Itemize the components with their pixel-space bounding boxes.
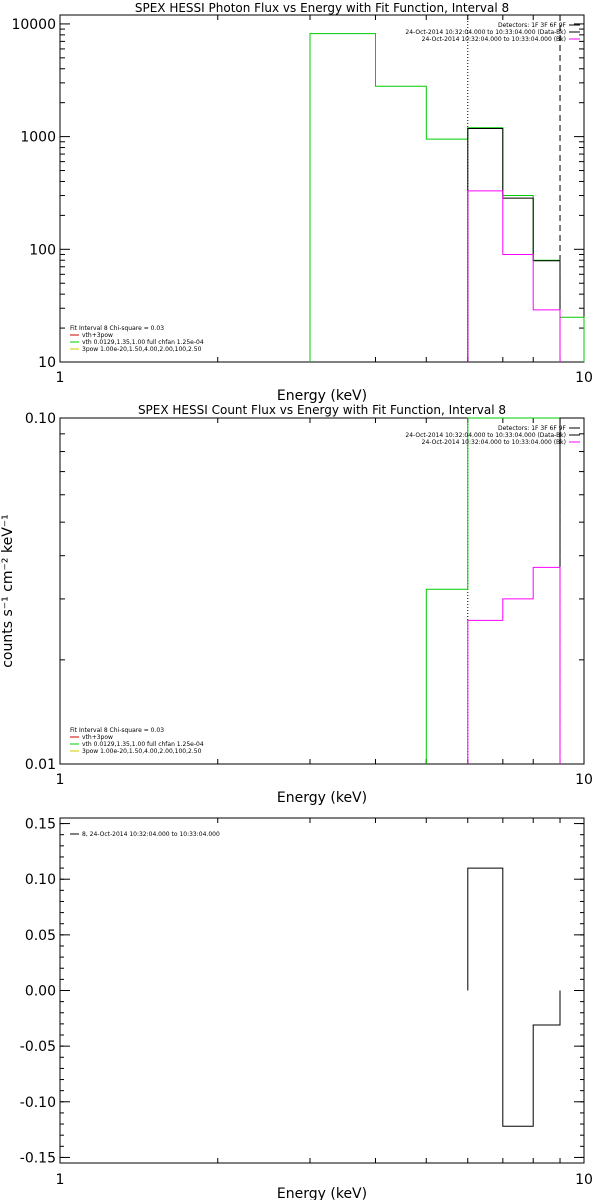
x-tick-label: 10 — [575, 772, 593, 788]
series-vth — [309, 33, 585, 362]
series-bkg — [467, 566, 561, 764]
series-bkg — [467, 190, 561, 362]
x-tick-label: 1 — [56, 1172, 65, 1188]
x-axis-label: Energy (keV) — [277, 388, 367, 404]
y-tick-label: 0.10 — [25, 872, 56, 888]
legend-left-entry: vth+3pow — [82, 332, 113, 339]
x-tick-label: 10 — [575, 370, 593, 386]
chart-title: SPEX HESSI Count Flux vs Energy with Fit… — [138, 403, 506, 417]
legend-right-entry: 24-Oct-2014 10:32:04.000 to 10:33:04.000… — [422, 36, 566, 43]
legend-right-entry: 24-Oct-2014 10:32:04.000 to 10:33:04.000… — [422, 439, 566, 446]
y-tick-label: 0.05 — [25, 928, 56, 944]
legend-right-entry: 24-Oct-2014 10:32:04.000 to 10:33:04.000… — [405, 29, 566, 36]
series-residual — [467, 867, 561, 1127]
chart-panel-2: SPEX HESSI Count Flux vs Energy with Fit… — [0, 403, 593, 806]
plot-frame — [59, 14, 585, 363]
y-tick-label: 0.10 — [25, 411, 56, 427]
legend-left-entry: 3pow 1.00e-20,1.50,4.00,2.00,100,2.50 — [82, 748, 202, 755]
plot-frame — [59, 417, 585, 765]
series-data — [467, 128, 561, 362]
x-axis-label: Energy (keV) — [277, 1186, 367, 1200]
y-tick-label: 10000 — [11, 17, 56, 33]
chart-title: SPEX HESSI Photon Flux vs Energy with Fi… — [135, 1, 509, 15]
legend-left-entry: vth 0.0129,1.35,1.00 full chfan 1.25e-04 — [82, 741, 204, 748]
y-tick-label: -0.15 — [20, 1150, 56, 1166]
y-tick-label: -0.05 — [20, 1039, 56, 1055]
y-tick-label: 0.00 — [25, 984, 56, 1000]
legend-left-entry: 3pow 1.00e-20,1.50,4.00,2.00,100,2.50 — [82, 346, 202, 353]
x-axis-label: Energy (keV) — [277, 790, 367, 806]
legend-left-entry: vth 0.0129,1.35,1.00 full chfan 1.25e-04 — [82, 339, 204, 346]
legend-left-entry: vth+3pow — [82, 734, 113, 741]
y-tick-label: 10 — [38, 355, 56, 371]
x-tick-label: 10 — [575, 1172, 593, 1188]
y-tick-label: 100 — [29, 242, 56, 258]
series-data — [559, 417, 585, 764]
legend-right-entry: Detectors: 1F 3F 6F 9F — [498, 22, 567, 29]
chart-panel-3: Energy (keV) 1 10 -0.15 -0.10 -0.05 0.00 0.05 0.… — [20, 817, 593, 1200]
legend-left-entry: 8, 24-Oct-2014 10:32:04.000 to 10:33:04.… — [82, 831, 220, 838]
chart-panel-1: SPEX HESSI Photon Flux vs Energy with Fi… — [11, 1, 592, 404]
x-tick-label: 1 — [56, 370, 65, 386]
y-tick-label: -0.10 — [20, 1095, 56, 1111]
y-tick-label: 1000 — [20, 130, 56, 146]
legend-right-entry: 24-Oct-2014 10:32:04.000 to 10:33:04.000… — [405, 432, 566, 439]
y-axis-label: counts s⁻¹ cm⁻² keV⁻¹ — [0, 514, 16, 668]
y-tick-label: 0.01 — [25, 757, 56, 773]
legend-right-entry: Detectors: 1F 3F 6F 9F — [498, 425, 567, 432]
legend-left-entry: Fit Interval 8 Chi-square = 0.03 — [70, 727, 164, 734]
plot-frame — [59, 817, 585, 1164]
y-tick-label: 0.15 — [25, 817, 56, 833]
legend-left-entry: Fit Interval 8 Chi-square = 0.03 — [70, 325, 164, 332]
x-tick-label: 1 — [56, 772, 65, 788]
